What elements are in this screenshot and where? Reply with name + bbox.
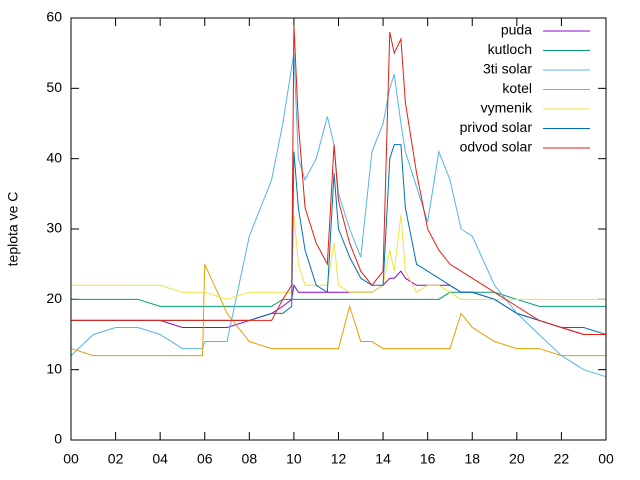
legend-label: vymenik [481, 100, 533, 116]
series-line [70, 53, 607, 378]
y-tick-label: 50 [46, 79, 62, 95]
x-tick-label: 20 [509, 451, 525, 467]
y-tick-label: 10 [46, 360, 62, 376]
x-tick-label: 02 [108, 451, 124, 467]
y-tick-label: 60 [46, 9, 62, 25]
legend-label: kotel [502, 80, 532, 96]
x-tick-label: 22 [554, 451, 570, 467]
plot-border [70, 17, 607, 441]
x-tick-label: 16 [420, 451, 436, 467]
y-tick-label: 0 [54, 431, 62, 447]
legend-label: puda [501, 22, 532, 38]
y-tick-label: 20 [46, 290, 62, 306]
x-tick-label: 18 [464, 451, 480, 467]
x-tick-label: 06 [197, 451, 213, 467]
x-tick-label: 10 [286, 451, 302, 467]
x-tick-label: 00 [598, 451, 614, 467]
series-line [71, 25, 606, 335]
legend-label: kutloch [488, 41, 532, 57]
y-tick-label: 40 [46, 149, 62, 165]
y-tick-label: 30 [46, 220, 62, 236]
y-axis-label: teplota ve C [5, 192, 21, 267]
x-tick-label: 08 [242, 451, 258, 467]
x-tick-label: 12 [331, 451, 347, 467]
legend-label: odvod solar [460, 139, 533, 155]
series-line [70, 263, 606, 357]
x-tick-label: 00 [63, 451, 79, 467]
series-line [71, 214, 606, 300]
legend-label: privod solar [460, 119, 533, 135]
x-tick-label: 14 [375, 451, 391, 467]
x-tick-label: 04 [152, 451, 168, 467]
legend-label: 3ti solar [483, 61, 532, 77]
